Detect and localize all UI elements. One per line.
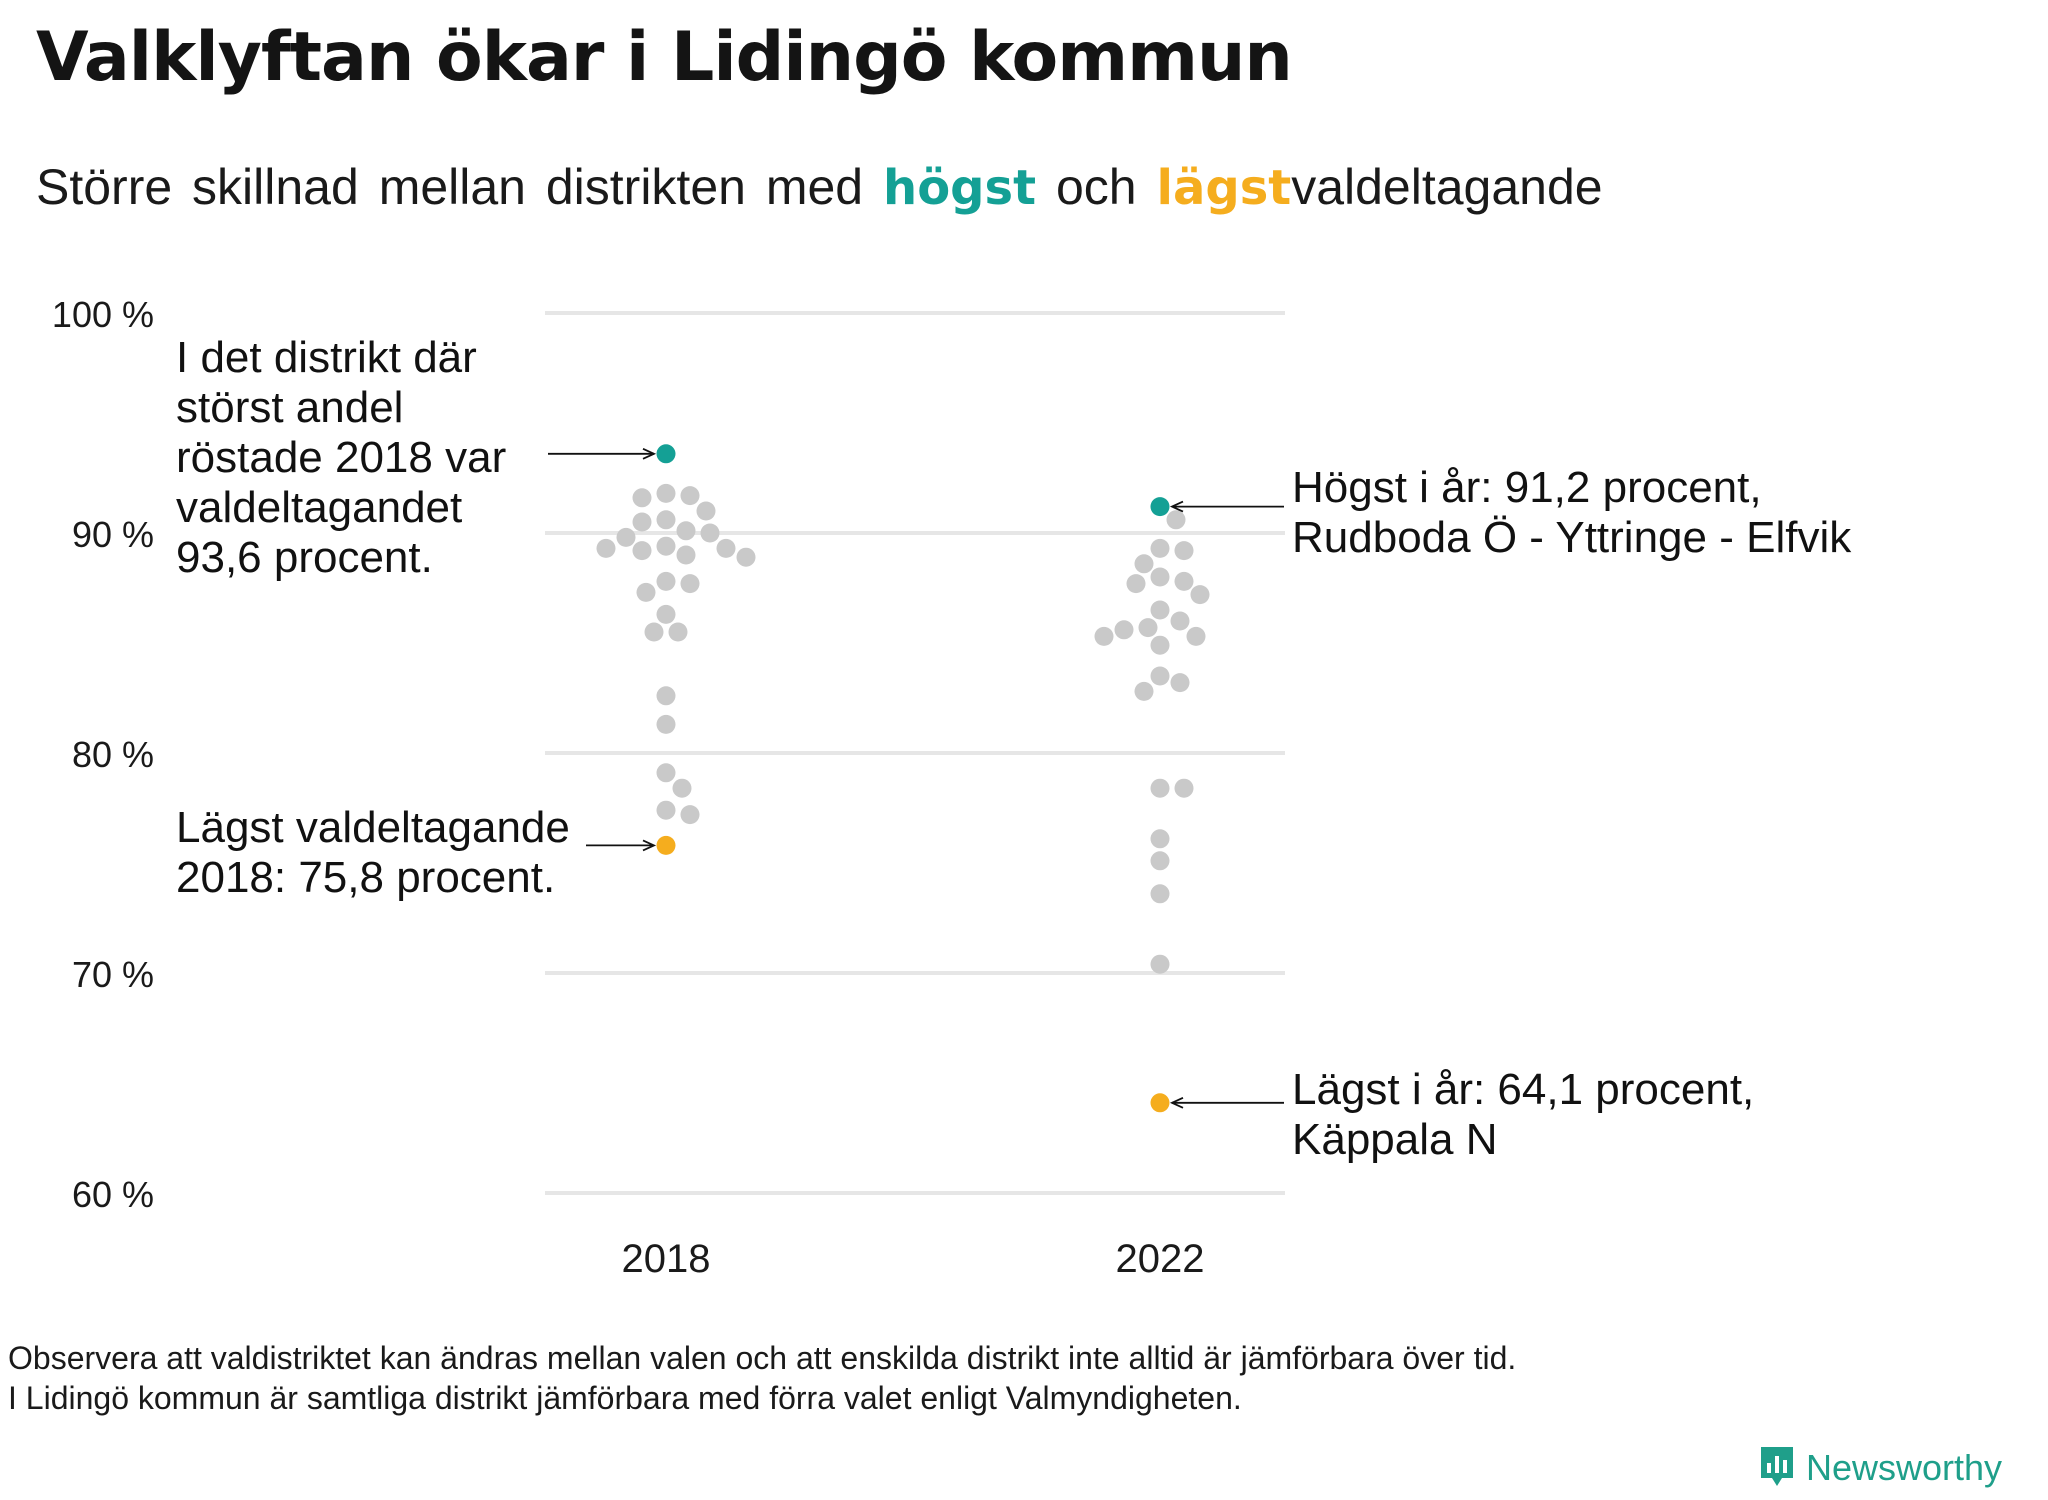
y-tick-label: 90 % bbox=[72, 514, 154, 555]
subtitle-text-middle: och bbox=[1055, 159, 1137, 215]
annotation-lowest-2018: 2018: 75,8 procent. bbox=[176, 853, 555, 902]
y-tick-label: 100 % bbox=[52, 294, 154, 335]
data-point-2022 bbox=[1166, 510, 1186, 530]
data-point-2018 bbox=[632, 488, 652, 508]
data-point-2022 bbox=[1174, 571, 1194, 591]
brand-name: Newsworthy bbox=[1806, 1447, 2003, 1488]
data-point-2022 bbox=[1134, 554, 1154, 574]
data-point-2022 bbox=[1150, 778, 1170, 798]
y-axis-tick-labels: 100 % 90 % 80 % 70 % 60 % bbox=[52, 294, 154, 1215]
data-point-2018 bbox=[680, 805, 700, 825]
beeswarm-chart: 100 % 90 % 80 % 70 % 60 % 2018 2022 I det dis… bbox=[52, 294, 1852, 1281]
data-point-2022 bbox=[1150, 567, 1170, 587]
data-point-2022 bbox=[1150, 829, 1170, 849]
annotation-lowest-2022: Lägst i år: 64,1 procent, bbox=[1292, 1065, 1754, 1114]
data-point-2018 bbox=[616, 527, 636, 547]
data-point-2018 bbox=[680, 574, 700, 594]
footnote-line-2: I Lidingö kommun är samtliga distrikt jä… bbox=[8, 1380, 1242, 1416]
data-point-2022 bbox=[1150, 884, 1170, 904]
data-point-2018 bbox=[632, 541, 652, 561]
data-point-2018 bbox=[596, 538, 616, 558]
y-tick-label: 80 % bbox=[72, 734, 154, 775]
data-point-2022 bbox=[1150, 851, 1170, 871]
footnote: Observera att valdistriktet kan ändras m… bbox=[8, 1338, 1516, 1418]
data-point-2018 bbox=[632, 512, 652, 532]
data-point-2022 bbox=[1138, 618, 1158, 638]
data-point-2018 bbox=[676, 545, 696, 565]
data-point-2022 bbox=[1174, 778, 1194, 798]
data-point-2018 bbox=[680, 486, 700, 506]
annotation-highest-2018: I det distrikt där bbox=[176, 333, 477, 382]
data-point-2022 bbox=[1150, 600, 1170, 620]
data-point-2022 bbox=[1170, 673, 1190, 693]
annotation-lowest-2022: Käppala N bbox=[1292, 1115, 1497, 1164]
subtitle-text-start: Större skillnad mellan distrikten med bbox=[36, 159, 864, 215]
data-point-2018 bbox=[636, 582, 656, 602]
y-tick-label: 60 % bbox=[72, 1174, 154, 1215]
data-point-2018 bbox=[656, 483, 676, 503]
newsworthy-logo-icon bbox=[1761, 1447, 1793, 1486]
chart-title: Valklyftan ökar i Lidingö kommun bbox=[36, 18, 1293, 97]
data-point-2018 bbox=[644, 622, 664, 642]
data-point-2022 bbox=[1174, 541, 1194, 561]
data-point-2018 bbox=[656, 714, 676, 734]
data-point-2022 bbox=[1150, 497, 1170, 517]
data-point-2022 bbox=[1186, 626, 1206, 646]
data-point-2018 bbox=[696, 501, 716, 521]
annotation-highest-2018: valdeltagandet bbox=[176, 483, 462, 532]
data-point-2022 bbox=[1126, 574, 1146, 594]
data-point-2018 bbox=[676, 521, 696, 541]
data-point-2018 bbox=[656, 571, 676, 591]
data-point-2018 bbox=[656, 763, 676, 783]
x-axis-tick-labels: 2018 2022 bbox=[622, 1237, 1205, 1281]
data-point-2018 bbox=[700, 523, 720, 543]
chart-subtitle: Större skillnad mellan distrikten med hö… bbox=[36, 158, 1603, 216]
subtitle-highest-word: högst bbox=[883, 160, 1037, 216]
data-point-2022 bbox=[1150, 635, 1170, 655]
annotation-lowest-2018: Lägst valdeltagande bbox=[176, 803, 570, 852]
y-tick-label: 70 % bbox=[72, 954, 154, 995]
data-point-2022 bbox=[1150, 1093, 1170, 1113]
data-points bbox=[596, 444, 1210, 1113]
data-point-2018 bbox=[656, 835, 676, 855]
annotation-highest-2018: störst andel bbox=[176, 383, 403, 432]
annotation-highest-2018: röstade 2018 var bbox=[176, 433, 506, 482]
annotation-highest-2018: 93,6 procent. bbox=[176, 533, 433, 582]
data-point-2022 bbox=[1190, 585, 1210, 605]
data-point-2018 bbox=[656, 444, 676, 464]
annotation-highest-2022: Rudboda Ö - Yttringe - Elfvik bbox=[1292, 513, 1852, 562]
data-point-2022 bbox=[1094, 626, 1114, 646]
data-point-2022 bbox=[1134, 681, 1154, 701]
footnote-line-1: Observera att valdistriktet kan ändras m… bbox=[8, 1340, 1517, 1376]
data-point-2018 bbox=[716, 538, 736, 558]
subtitle-text-end: valdeltagande bbox=[1291, 159, 1603, 215]
data-point-2018 bbox=[656, 510, 676, 530]
data-point-2022 bbox=[1150, 954, 1170, 974]
data-point-2018 bbox=[672, 778, 692, 798]
data-point-2018 bbox=[656, 604, 676, 624]
data-point-2022 bbox=[1114, 620, 1134, 640]
data-point-2022 bbox=[1150, 666, 1170, 686]
data-point-2018 bbox=[656, 686, 676, 706]
x-tick-label: 2022 bbox=[1116, 1237, 1205, 1281]
x-tick-label: 2018 bbox=[622, 1237, 711, 1281]
data-point-2022 bbox=[1150, 538, 1170, 558]
gridlines bbox=[545, 311, 1285, 1195]
annotation-highest-2022: Högst i år: 91,2 procent, bbox=[1292, 463, 1762, 512]
data-point-2018 bbox=[656, 536, 676, 556]
data-point-2018 bbox=[656, 800, 676, 820]
brand: Newsworthy bbox=[1758, 1444, 2002, 1492]
data-point-2022 bbox=[1170, 611, 1190, 631]
annotation-arrows bbox=[548, 454, 1284, 1103]
subtitle-lowest-word: lägst bbox=[1156, 160, 1292, 216]
data-point-2018 bbox=[736, 547, 756, 567]
data-point-2018 bbox=[668, 622, 688, 642]
